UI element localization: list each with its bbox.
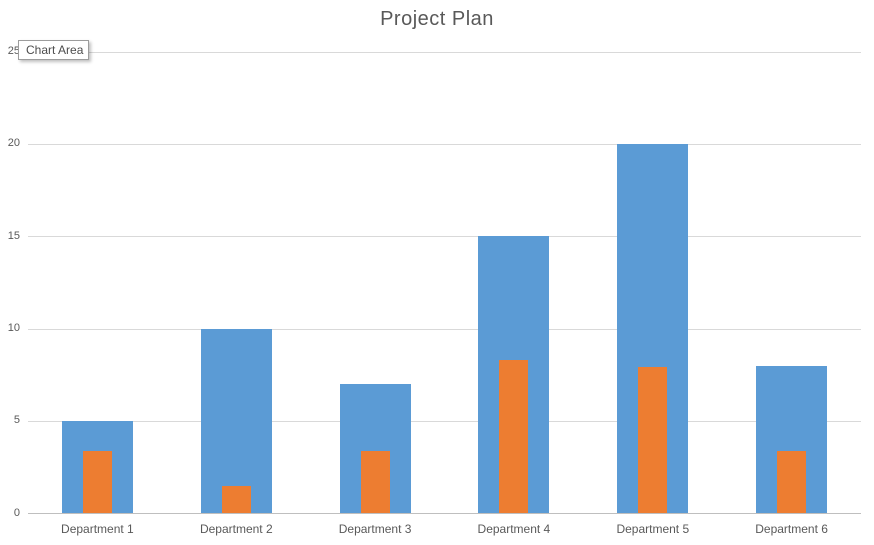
bar-orange-series-6[interactable] (777, 450, 807, 514)
gridline-20 (28, 143, 861, 145)
gridline-5 (28, 420, 861, 422)
y-axis-tick-label-25[interactable]: 25 (7, 45, 20, 57)
y-axis-tick-label-15[interactable]: 15 (7, 229, 20, 242)
bar-orange-series-5[interactable] (638, 367, 668, 514)
gridline-25 (28, 51, 861, 53)
bar-orange-series-3[interactable] (360, 450, 390, 514)
y-axis-tick-label-10[interactable]: 10 (7, 322, 20, 335)
bar-orange-series-1[interactable] (82, 450, 112, 514)
x-axis-line (28, 513, 861, 515)
bar-orange-series-4[interactable] (499, 360, 529, 514)
bar-blue-series-2[interactable] (200, 328, 272, 514)
x-axis-category-label-4[interactable]: Department 4 (477, 522, 551, 536)
x-axis-category-label-6[interactable]: Department 6 (755, 522, 828, 536)
y-axis-tick-label-20[interactable]: 20 (7, 137, 20, 150)
x-axis-category-label-2[interactable]: Department 2 (199, 522, 273, 536)
x-axis-category-label-5[interactable]: Department 5 (616, 522, 690, 536)
chart-area-tooltip: Chart Area (18, 40, 89, 60)
y-axis-tick-label-0[interactable]: 0 (13, 506, 20, 519)
x-axis-category-label-1[interactable]: Department 1 (61, 522, 134, 536)
gridline-15 (28, 236, 861, 238)
y-axis-tick-label-5[interactable]: 5 (13, 414, 20, 427)
gridline-10 (28, 328, 861, 330)
bar-orange-series-2[interactable] (221, 485, 251, 514)
chart-title[interactable]: Project Plan (380, 8, 494, 30)
x-axis-category-label-3[interactable]: Department 3 (338, 522, 412, 536)
